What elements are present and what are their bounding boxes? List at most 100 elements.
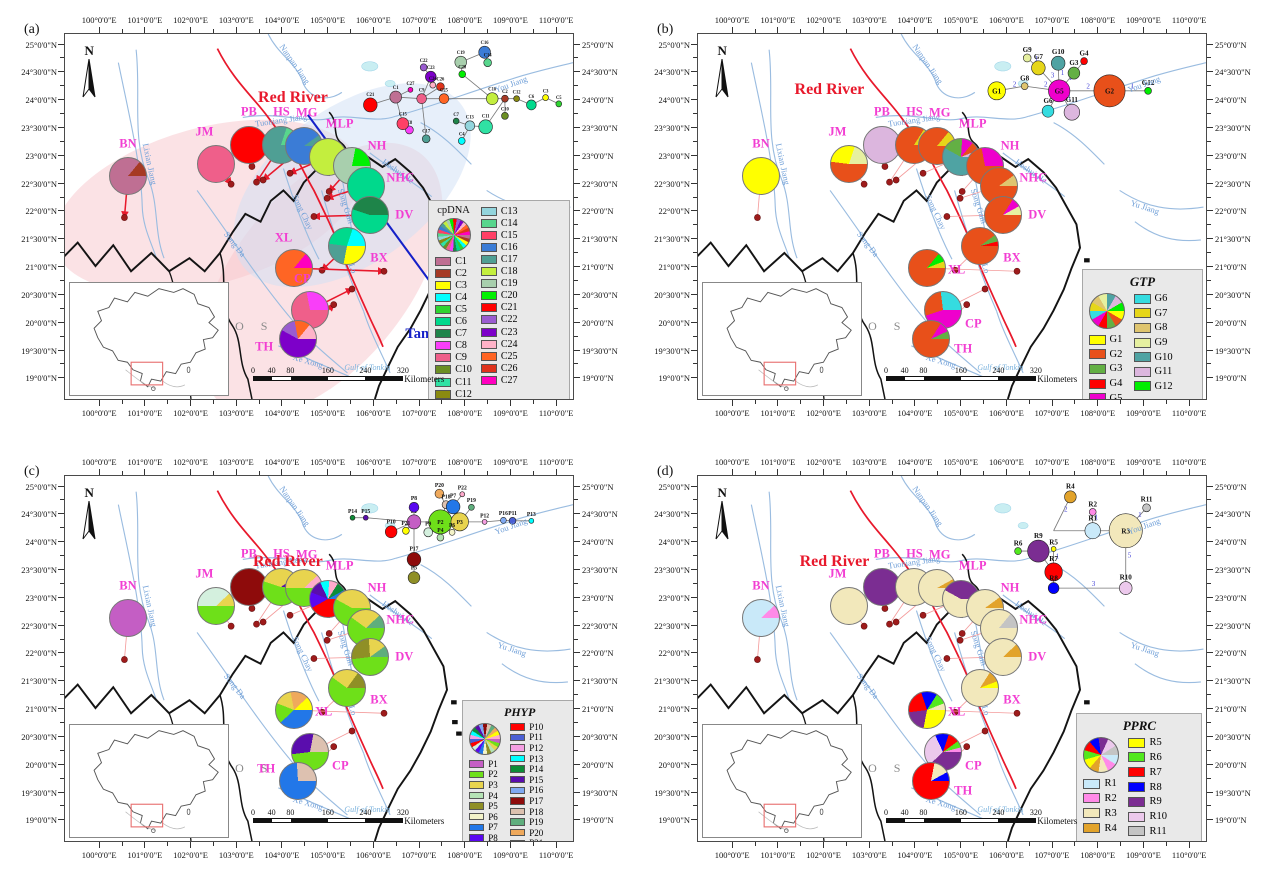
x-axis-minor-tick: [487, 471, 489, 475]
x-axis-tick: [555, 27, 557, 33]
x-axis-minor-tick: [304, 400, 306, 404]
network-node-P3: [450, 512, 469, 532]
network-node-label: G2: [1105, 87, 1114, 95]
scale-bar-segments: [252, 376, 403, 382]
y-axis-minor-tick: [693, 694, 697, 696]
y-axis-tick: [1207, 763, 1213, 765]
legend-swatch-P5: [469, 802, 485, 810]
legend-item-G3: G3: [1088, 362, 1125, 377]
site-label-DV: DV: [395, 649, 414, 664]
y-axis-tick: [1207, 791, 1213, 793]
y-axis-minor-tick: [60, 85, 64, 87]
collection-dot-HS: [886, 178, 893, 186]
network-edge-label: 1: [1068, 93, 1072, 101]
network-node-label: P15: [361, 509, 370, 515]
x-tick-label: 100°0'0"E: [714, 457, 750, 467]
legend-label: C13: [500, 205, 518, 217]
north-label: N: [717, 43, 727, 59]
legend-label: P8: [488, 832, 498, 842]
y-axis-minor-tick: [574, 499, 578, 501]
x-tick-label: 107°0'0"E: [401, 15, 437, 25]
collection-dot-MG: [259, 618, 267, 626]
x-tick-label: 102°0'0"E: [173, 457, 208, 467]
scale-number: 320: [1029, 366, 1042, 376]
legend-label: P5: [488, 801, 498, 812]
legend-swatch-P7: [469, 823, 485, 832]
scale-number: 0: [883, 808, 888, 818]
network-edge-label: 3: [1051, 71, 1055, 79]
scale-bar-segment: [923, 377, 961, 381]
scale-number: 40: [267, 366, 276, 376]
china-inset-svg: [93, 288, 219, 392]
y-tick-label: 21°0'0"N: [25, 262, 57, 273]
y-axis-tick: [691, 596, 697, 598]
y-axis-tick: [691, 154, 697, 156]
y-axis-minor-tick: [574, 777, 578, 779]
collection-dot-MG: [892, 618, 900, 626]
y-axis-minor-tick: [693, 57, 697, 59]
y-tick-label: 21°0'0"N: [1215, 262, 1247, 273]
y-tick-label: 24°0'0"N: [1215, 95, 1247, 106]
site-label-MG: MG: [928, 547, 951, 562]
legend-item-P7: P7: [469, 822, 501, 833]
y-axis-minor-tick: [574, 610, 578, 612]
y-axis-minor-tick: [1207, 113, 1211, 115]
x-axis-minor-tick: [1165, 400, 1167, 404]
network-node-label: P2: [437, 520, 443, 526]
collection-dot-BN: [754, 214, 761, 221]
collection-dot-TH: [330, 743, 338, 751]
network-node-P13: [528, 518, 535, 524]
scale-number: 40: [267, 808, 276, 818]
study-area-rectangle: [130, 803, 164, 828]
legend-item-P2: P2: [469, 769, 501, 780]
network-node-label: P5: [411, 566, 417, 572]
network-node-G8: [1020, 82, 1029, 90]
network-node-G6: [1041, 104, 1055, 118]
y-tick-label: 23°0'0"N: [658, 150, 690, 161]
x-tick-label: 107°0'0"E: [401, 457, 437, 467]
legend-swatch-R1: [1083, 778, 1101, 789]
legend-item-G8: G8: [1133, 321, 1173, 336]
y-tick-label: 22°30'0"N: [1215, 620, 1251, 631]
collection-dot-NHC: [323, 636, 331, 644]
y-axis-tick: [58, 513, 64, 515]
scale-number: 320: [396, 366, 409, 376]
map-canvas: C21 C1 C27 C26 C9 C25 C23 C24 C22 C19 C20 C16 C14 C18…: [64, 33, 574, 400]
network-node-P11: [508, 517, 517, 525]
network-node-label: C1: [393, 86, 399, 91]
study-area-rectangle: [130, 361, 164, 386]
network-node-label: C18: [488, 88, 497, 93]
legend-swatch-G11: [1133, 366, 1151, 377]
scale-bar-segment: [886, 819, 906, 823]
network-node-label: P4: [437, 528, 443, 534]
x-tick-label: 102°0'0"E: [173, 850, 208, 860]
legend-swatch-C11: [435, 377, 452, 387]
y-axis-tick: [574, 266, 580, 268]
y-tick-label: 24°0'0"N: [658, 537, 690, 548]
scale-bar-segment: [960, 377, 998, 381]
legend-swatch-R3: [1083, 808, 1101, 819]
network-node-label: P20: [435, 483, 444, 489]
scale-bar-segment: [905, 819, 924, 823]
river: [1028, 62, 1206, 117]
y-axis-minor-tick: [60, 307, 64, 309]
y-axis-minor-tick: [574, 335, 578, 337]
y-axis-tick: [691, 763, 697, 765]
y-tick-label: 19°30'0"N: [654, 345, 690, 356]
x-tick-label: 106°0'0"E: [988, 408, 1024, 418]
network-node-G4: [1080, 57, 1088, 65]
river: [135, 49, 165, 259]
legend-swatch-R2: [1083, 793, 1101, 804]
x-axis-minor-tick: [167, 842, 169, 846]
scale-number: 80: [919, 808, 928, 818]
y-axis-minor-tick: [60, 168, 64, 170]
china-inset-map: [702, 724, 862, 838]
y-tick-label: 24°0'0"N: [1215, 537, 1247, 548]
legend-item-G7: G7: [1133, 306, 1173, 321]
y-axis-minor-tick: [574, 57, 578, 59]
china-inset-svg: [726, 288, 852, 392]
y-axis-tick: [691, 182, 697, 184]
x-tick-label: 108°0'0"E: [1080, 457, 1116, 467]
y-tick-label: 23°30'0"N: [1215, 122, 1251, 133]
x-axis-tick: [372, 469, 374, 475]
